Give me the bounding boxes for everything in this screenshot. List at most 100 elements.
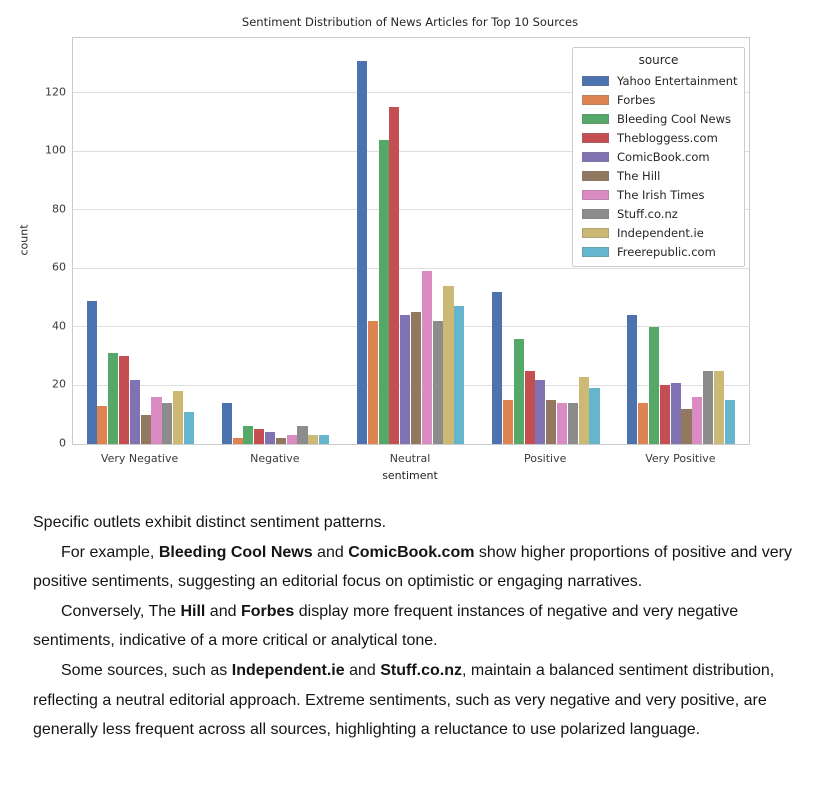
commentary-segment: and	[312, 543, 349, 561]
commentary-segment: , maintain a balanced sentiment distribu…	[33, 661, 775, 739]
y-tick-label-0: 0	[59, 436, 66, 450]
commentary-segment: and	[205, 602, 241, 620]
y-tick-label-100: 100	[45, 143, 66, 157]
commentary-segment: show higher proportions of positive and …	[33, 543, 792, 591]
bold-source-name: ComicBook.com	[348, 543, 475, 561]
bar-bleeding-cool-news-positive	[513, 338, 524, 444]
legend-title: source	[638, 53, 679, 67]
legend-label: The Irish Times	[617, 187, 705, 202]
chart-title: Sentiment Distribution of News Articles …	[241, 15, 579, 29]
bar-comicbook-com-positive	[535, 379, 546, 444]
legend-swatch-icon	[582, 113, 609, 124]
legend-swatch-icon	[582, 151, 609, 162]
commentary-segment: For example,	[61, 543, 159, 561]
y-tick-label-60: 60	[52, 260, 66, 274]
bar-the-irish-times-very-negative	[151, 397, 162, 444]
x-tick-label-positive: Positive	[523, 452, 567, 465]
bar-comicbook-com-neutral	[400, 315, 411, 444]
bar-thebloggess-com-neutral	[389, 107, 400, 444]
bar-the-irish-times-negative	[286, 435, 297, 444]
bar-bleeding-cool-news-neutral	[378, 139, 389, 444]
legend: source Yahoo Entertainment Forbes Bleeding…	[572, 47, 745, 267]
legend-swatch-icon	[582, 189, 609, 200]
y-tick-label-20: 20	[52, 377, 66, 391]
y-tick-label-40: 40	[52, 319, 66, 333]
bar-freerepublic-com-very-positive	[724, 400, 735, 444]
legend-swatch-icon	[582, 170, 609, 181]
x-tick-label-neutral: Neutral	[389, 452, 431, 465]
bold-source-name: Independent.ie	[231, 661, 345, 679]
legend-item-stuff-co-nz: Stuff.co.nz	[573, 204, 744, 223]
sentiment-distribution-chart: Sentiment Distribution of News Articles …	[17, 15, 750, 482]
legend-label: Bleeding Cool News	[617, 111, 732, 126]
legend-swatch-icon	[582, 227, 609, 238]
legend-label: Freerepublic.com	[617, 244, 716, 259]
bar-independent-ie-very-positive	[713, 370, 724, 444]
commentary-paragraph: Conversely, The Hill and Forbes display …	[33, 597, 821, 656]
bar-independent-ie-very-negative	[173, 391, 184, 444]
bar-stuff-co-nz-negative	[297, 426, 308, 444]
bar-forbes-neutral	[367, 321, 378, 444]
commentary-text: Specific outlets exhibit distinct sentim…	[33, 508, 821, 745]
bar-independent-ie-positive	[578, 376, 589, 444]
bar-the-hill-neutral	[411, 312, 422, 444]
x-tick-label-very-positive: Very Positive	[645, 452, 716, 465]
commentary-segment: Specific outlets exhibit distinct sentim…	[33, 514, 387, 531]
bar-stuff-co-nz-positive	[567, 403, 578, 444]
gridline-80	[73, 209, 749, 211]
legend-item-yahoo-entertainment: Yahoo Entertainment	[573, 71, 744, 90]
legend-item-independent-ie: Independent.ie	[573, 223, 744, 242]
bar-independent-ie-neutral	[443, 285, 454, 444]
bar-yahoo-entertainment-very-negative	[86, 300, 97, 444]
legend-label: Forbes	[617, 92, 656, 107]
y-axis-label: count	[17, 224, 31, 256]
bar-stuff-co-nz-very-positive	[703, 370, 714, 444]
bar-yahoo-entertainment-positive	[492, 291, 503, 444]
bold-source-name: Hill	[180, 602, 206, 620]
x-tick-label-very-negative: Very Negative	[100, 452, 179, 465]
legend-swatch-icon	[582, 246, 609, 257]
bar-stuff-co-nz-very-negative	[162, 403, 173, 444]
bar-forbes-negative	[232, 438, 243, 444]
legend-label: ComicBook.com	[617, 149, 710, 164]
commentary-segment: Some sources, such as	[61, 661, 232, 679]
bar-comicbook-com-negative	[264, 432, 276, 444]
gridline-100	[73, 150, 749, 152]
legend-item-the-irish-times: The Irish Times	[573, 185, 744, 204]
bar-the-hill-negative	[275, 438, 286, 444]
bold-source-name: Bleeding Cool News	[158, 543, 313, 561]
bar-the-hill-positive	[546, 400, 557, 444]
legend-item-the-hill: The Hill	[573, 166, 744, 185]
legend-label: Independent.ie	[617, 225, 704, 240]
bar-comicbook-com-very-negative	[129, 379, 140, 444]
y-tick-label-80: 80	[52, 202, 66, 216]
gridline-60	[73, 267, 749, 269]
commentary-paragraph: Some sources, such as Independent.ie and…	[33, 656, 821, 745]
bar-freerepublic-com-negative	[319, 435, 330, 444]
legend-item-freerepublic-com: Freerepublic.com	[573, 242, 744, 261]
bar-the-irish-times-very-positive	[692, 397, 703, 444]
commentary-segment: display more frequent instances of negat…	[33, 602, 739, 650]
legend-swatch-icon	[582, 75, 609, 86]
bar-thebloggess-com-negative	[254, 429, 265, 444]
bar-the-hill-very-positive	[681, 408, 692, 444]
y-tick-label-120: 120	[45, 85, 66, 99]
bar-the-irish-times-neutral	[421, 271, 432, 444]
bold-source-name: Stuff.co.nz	[380, 661, 463, 679]
bar-freerepublic-com-very-negative	[183, 411, 194, 444]
bar-freerepublic-com-neutral	[454, 306, 465, 444]
bar-thebloggess-com-very-positive	[659, 385, 670, 444]
x-axis-label: sentiment	[382, 469, 438, 482]
bar-stuff-co-nz-neutral	[432, 321, 443, 444]
bar-thebloggess-com-very-negative	[118, 356, 130, 444]
legend-swatch-icon	[582, 94, 609, 105]
bar-bleeding-cool-news-negative	[243, 426, 254, 444]
x-tick-label-negative: Negative	[250, 452, 300, 465]
commentary-paragraph: For example, Bleeding Cool News and Comi…	[33, 538, 821, 597]
legend-swatch-icon	[582, 208, 609, 219]
legend-label: Stuff.co.nz	[617, 206, 678, 221]
legend-label: Thebloggess.com	[617, 130, 718, 145]
legend-label: Yahoo Entertainment	[617, 73, 738, 88]
gridline-120	[73, 92, 749, 94]
bar-the-irish-times-positive	[557, 403, 568, 444]
